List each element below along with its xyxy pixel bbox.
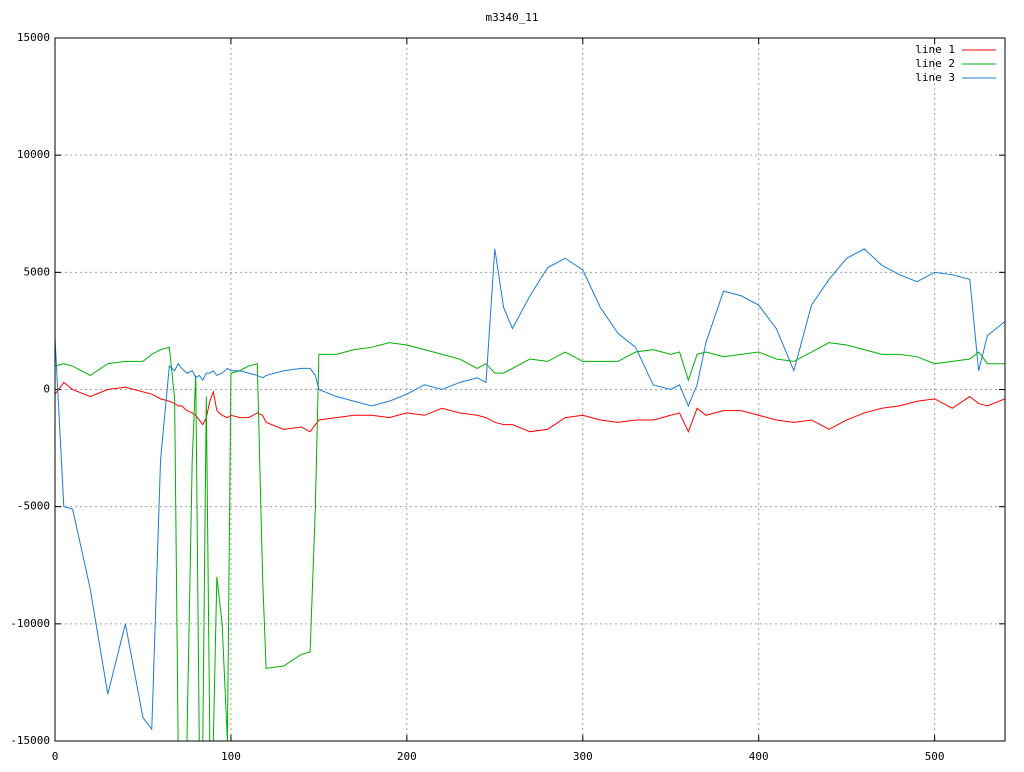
- legend-label: line 1: [915, 43, 955, 56]
- data-line: [55, 248, 1005, 731]
- x-tick-label: 500: [925, 750, 945, 763]
- data-line: [55, 381, 1005, 433]
- x-tick-label: 400: [749, 750, 769, 763]
- x-tick-label: 0: [52, 750, 59, 763]
- y-tick-label: -10000: [10, 617, 50, 630]
- legend-label: line 2: [915, 57, 955, 70]
- plot-lines: [55, 248, 1005, 741]
- chart-title: m3340_11: [486, 11, 539, 24]
- y-tick-label: -5000: [17, 500, 50, 513]
- legend-label: line 3: [915, 71, 955, 84]
- y-tick-label: 10000: [17, 148, 50, 161]
- y-tick-label: 5000: [24, 265, 51, 278]
- x-tick-label: 100: [221, 750, 241, 763]
- y-tick-label: 15000: [17, 31, 50, 44]
- x-tick-label: 200: [397, 750, 417, 763]
- x-tick-label: 300: [573, 750, 593, 763]
- y-tick-label: -15000: [10, 734, 50, 747]
- data-line: [55, 342, 1005, 741]
- y-tick-label: 0: [43, 383, 50, 396]
- plot-frame: [54, 37, 1006, 742]
